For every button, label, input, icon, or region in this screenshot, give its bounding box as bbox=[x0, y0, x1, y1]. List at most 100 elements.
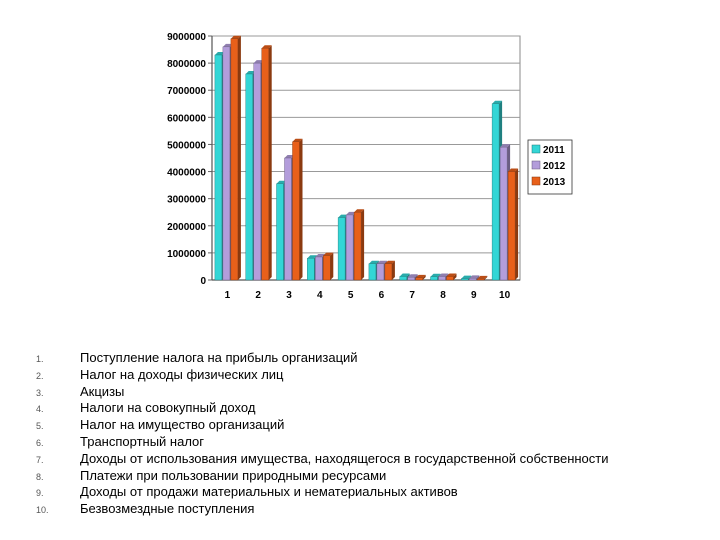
bar-top bbox=[338, 214, 349, 218]
bar-top bbox=[253, 60, 264, 64]
bar-top bbox=[430, 273, 441, 277]
list-item-text: Безвозмездные поступления bbox=[80, 501, 255, 517]
bar bbox=[446, 273, 457, 281]
bar-front bbox=[337, 217, 346, 281]
bar-side bbox=[476, 275, 480, 280]
list-item-number: 7. bbox=[36, 454, 44, 465]
chart-legend: 2011 2012 2013 bbox=[527, 139, 573, 195]
bar-top bbox=[276, 180, 287, 184]
x-tick-label: 6 bbox=[379, 290, 385, 301]
legend-label: 2012 bbox=[543, 161, 566, 172]
list-item-number: 3. bbox=[36, 387, 44, 398]
bar-top bbox=[284, 155, 295, 158]
bar-top bbox=[245, 70, 256, 74]
bar-top bbox=[446, 273, 457, 277]
bar-top bbox=[222, 43, 233, 47]
bar-front bbox=[276, 183, 284, 281]
bar-top bbox=[354, 209, 365, 213]
bar-front bbox=[499, 146, 508, 281]
bar-top bbox=[292, 138, 303, 142]
bar-top bbox=[469, 275, 480, 279]
bar bbox=[507, 168, 519, 281]
bar-front bbox=[245, 73, 253, 281]
bar-top bbox=[492, 100, 503, 104]
bar-top bbox=[307, 255, 318, 259]
x-tick-label: 5 bbox=[348, 290, 354, 301]
bar-side bbox=[406, 273, 410, 280]
bar-front bbox=[491, 103, 500, 281]
x-tick-label: 2 bbox=[255, 290, 261, 301]
list-item-number: 8. bbox=[36, 471, 44, 482]
bar-top bbox=[315, 253, 326, 257]
y-tick-label: 8000000 bbox=[167, 59, 206, 70]
bar bbox=[469, 275, 480, 281]
list-item-number: 2. bbox=[36, 370, 44, 381]
bar-top bbox=[368, 260, 379, 264]
x-tick-label: 7 bbox=[409, 290, 415, 301]
bar-side bbox=[330, 252, 334, 280]
bar-top bbox=[346, 211, 357, 215]
legend-swatch bbox=[531, 160, 541, 170]
bar-side bbox=[515, 168, 519, 280]
list-item: 10. Безвозмездные поступления bbox=[36, 501, 716, 518]
bar-side bbox=[391, 260, 395, 280]
list-item-number: 9. bbox=[36, 488, 44, 499]
list-item: 6. Транспортный налог bbox=[36, 434, 716, 451]
y-tick-label: 7000000 bbox=[167, 86, 206, 97]
bar-front bbox=[292, 141, 300, 281]
x-tick-label: 1 bbox=[225, 290, 231, 301]
bar bbox=[261, 45, 272, 281]
bar-front bbox=[315, 256, 323, 281]
category-description-list: 1. Поступление налога на прибыль организа… bbox=[36, 350, 716, 518]
x-tick-label: 4 bbox=[317, 290, 323, 301]
list-item: 1. Поступление налога на прибыль организа… bbox=[36, 350, 716, 367]
x-axis-tick-labels: 1 2 3 4 5 6 7 8 9 10 bbox=[225, 290, 511, 301]
list-item: 7. Доходы от использования имущества, нах… bbox=[36, 451, 716, 468]
bar-front bbox=[384, 263, 393, 281]
bar-front bbox=[323, 255, 331, 281]
bar bbox=[384, 260, 395, 281]
y-axis-tick-labels: 0 1000000 2000000 3000000 4000000 5000000 6000… bbox=[167, 32, 206, 287]
bar-top bbox=[230, 35, 241, 39]
bar-front bbox=[469, 278, 477, 281]
bar bbox=[461, 275, 472, 281]
list-item-text: Транспортный налог bbox=[80, 433, 205, 449]
list-item-number: 4. bbox=[36, 404, 44, 415]
y-tick-label: 5000000 bbox=[167, 140, 206, 151]
bar-top bbox=[438, 273, 449, 277]
bar-side bbox=[361, 209, 365, 280]
y-tick-label: 0 bbox=[200, 276, 206, 287]
list-item-number: 1. bbox=[36, 354, 44, 364]
list-item-number: 6. bbox=[36, 437, 44, 448]
bar-front bbox=[376, 263, 385, 281]
legend-swatch bbox=[531, 176, 541, 186]
bar-front bbox=[230, 38, 239, 281]
x-tick-label: 10 bbox=[499, 290, 511, 301]
bar-side bbox=[268, 45, 272, 281]
legend-entry: 2013 bbox=[531, 176, 566, 188]
y-tick-label: 2000000 bbox=[167, 222, 206, 233]
x-tick-label: 3 bbox=[286, 290, 292, 301]
bar-front bbox=[368, 263, 377, 281]
bar-top bbox=[461, 275, 472, 279]
bar-front bbox=[438, 276, 446, 281]
bar-front bbox=[222, 46, 231, 281]
bar bbox=[415, 274, 426, 281]
bar bbox=[230, 35, 241, 281]
x-tick-label: 9 bbox=[471, 290, 477, 301]
bar bbox=[353, 209, 365, 281]
bar-front bbox=[430, 276, 438, 281]
bar-chart: 0 1000000 2000000 3000000 4000000 5000000 6000… bbox=[167, 32, 573, 301]
list-item-text: Платежи при пользовании природными ресур… bbox=[80, 467, 387, 483]
bar-top bbox=[500, 144, 511, 148]
bar-front bbox=[507, 171, 516, 281]
y-tick-label: 6000000 bbox=[167, 113, 206, 124]
list-item-number: 10. bbox=[36, 505, 49, 516]
bar bbox=[399, 273, 410, 281]
list-item-text: Акцизы bbox=[80, 383, 125, 399]
bar-top bbox=[477, 275, 488, 279]
bar-top bbox=[508, 168, 519, 172]
legend-entry: 2012 bbox=[531, 160, 566, 172]
legend-label: 2013 bbox=[543, 177, 566, 188]
list-item: 3. Акцизы bbox=[36, 384, 716, 401]
